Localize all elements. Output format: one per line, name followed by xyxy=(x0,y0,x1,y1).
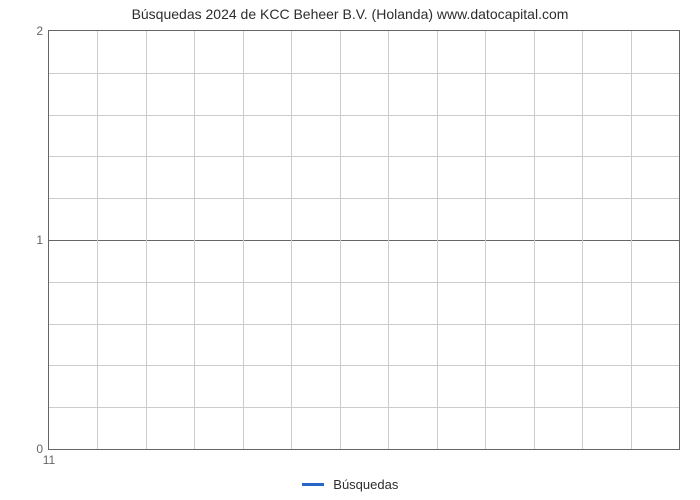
gridline-vertical xyxy=(146,31,147,449)
legend: Búsquedas xyxy=(0,476,700,492)
gridline-vertical xyxy=(291,31,292,449)
gridline-horizontal xyxy=(49,282,679,283)
gridline-horizontal xyxy=(49,324,679,325)
gridline-horizontal xyxy=(49,407,679,408)
gridline-vertical xyxy=(534,31,535,449)
gridline-vertical xyxy=(97,31,98,449)
chart-container: Búsquedas 2024 de KCC Beheer B.V. (Holan… xyxy=(0,0,700,500)
plot-area: 01211 xyxy=(48,30,680,450)
gridline-vertical xyxy=(194,31,195,449)
gridline-horizontal xyxy=(49,73,679,74)
gridline-horizontal xyxy=(49,115,679,116)
gridline-horizontal xyxy=(49,156,679,157)
chart-title: Búsquedas 2024 de KCC Beheer B.V. (Holan… xyxy=(0,6,700,22)
gridline-vertical xyxy=(582,31,583,449)
gridline-vertical xyxy=(388,31,389,449)
gridline-horizontal xyxy=(49,365,679,366)
gridline-vertical xyxy=(631,31,632,449)
gridline-horizontal xyxy=(49,240,679,241)
gridline-vertical xyxy=(243,31,244,449)
gridline-vertical xyxy=(485,31,486,449)
gridline-horizontal xyxy=(49,198,679,199)
y-axis-tick-label: 2 xyxy=(36,24,43,38)
plot-area-wrap: 01211 xyxy=(48,30,680,450)
legend-series-label: Búsquedas xyxy=(333,477,398,492)
gridline-vertical xyxy=(340,31,341,449)
y-axis-tick-label: 1 xyxy=(36,233,43,247)
gridline-vertical xyxy=(437,31,438,449)
legend-swatch xyxy=(302,483,324,486)
x-axis-tick-label: 11 xyxy=(43,453,55,467)
